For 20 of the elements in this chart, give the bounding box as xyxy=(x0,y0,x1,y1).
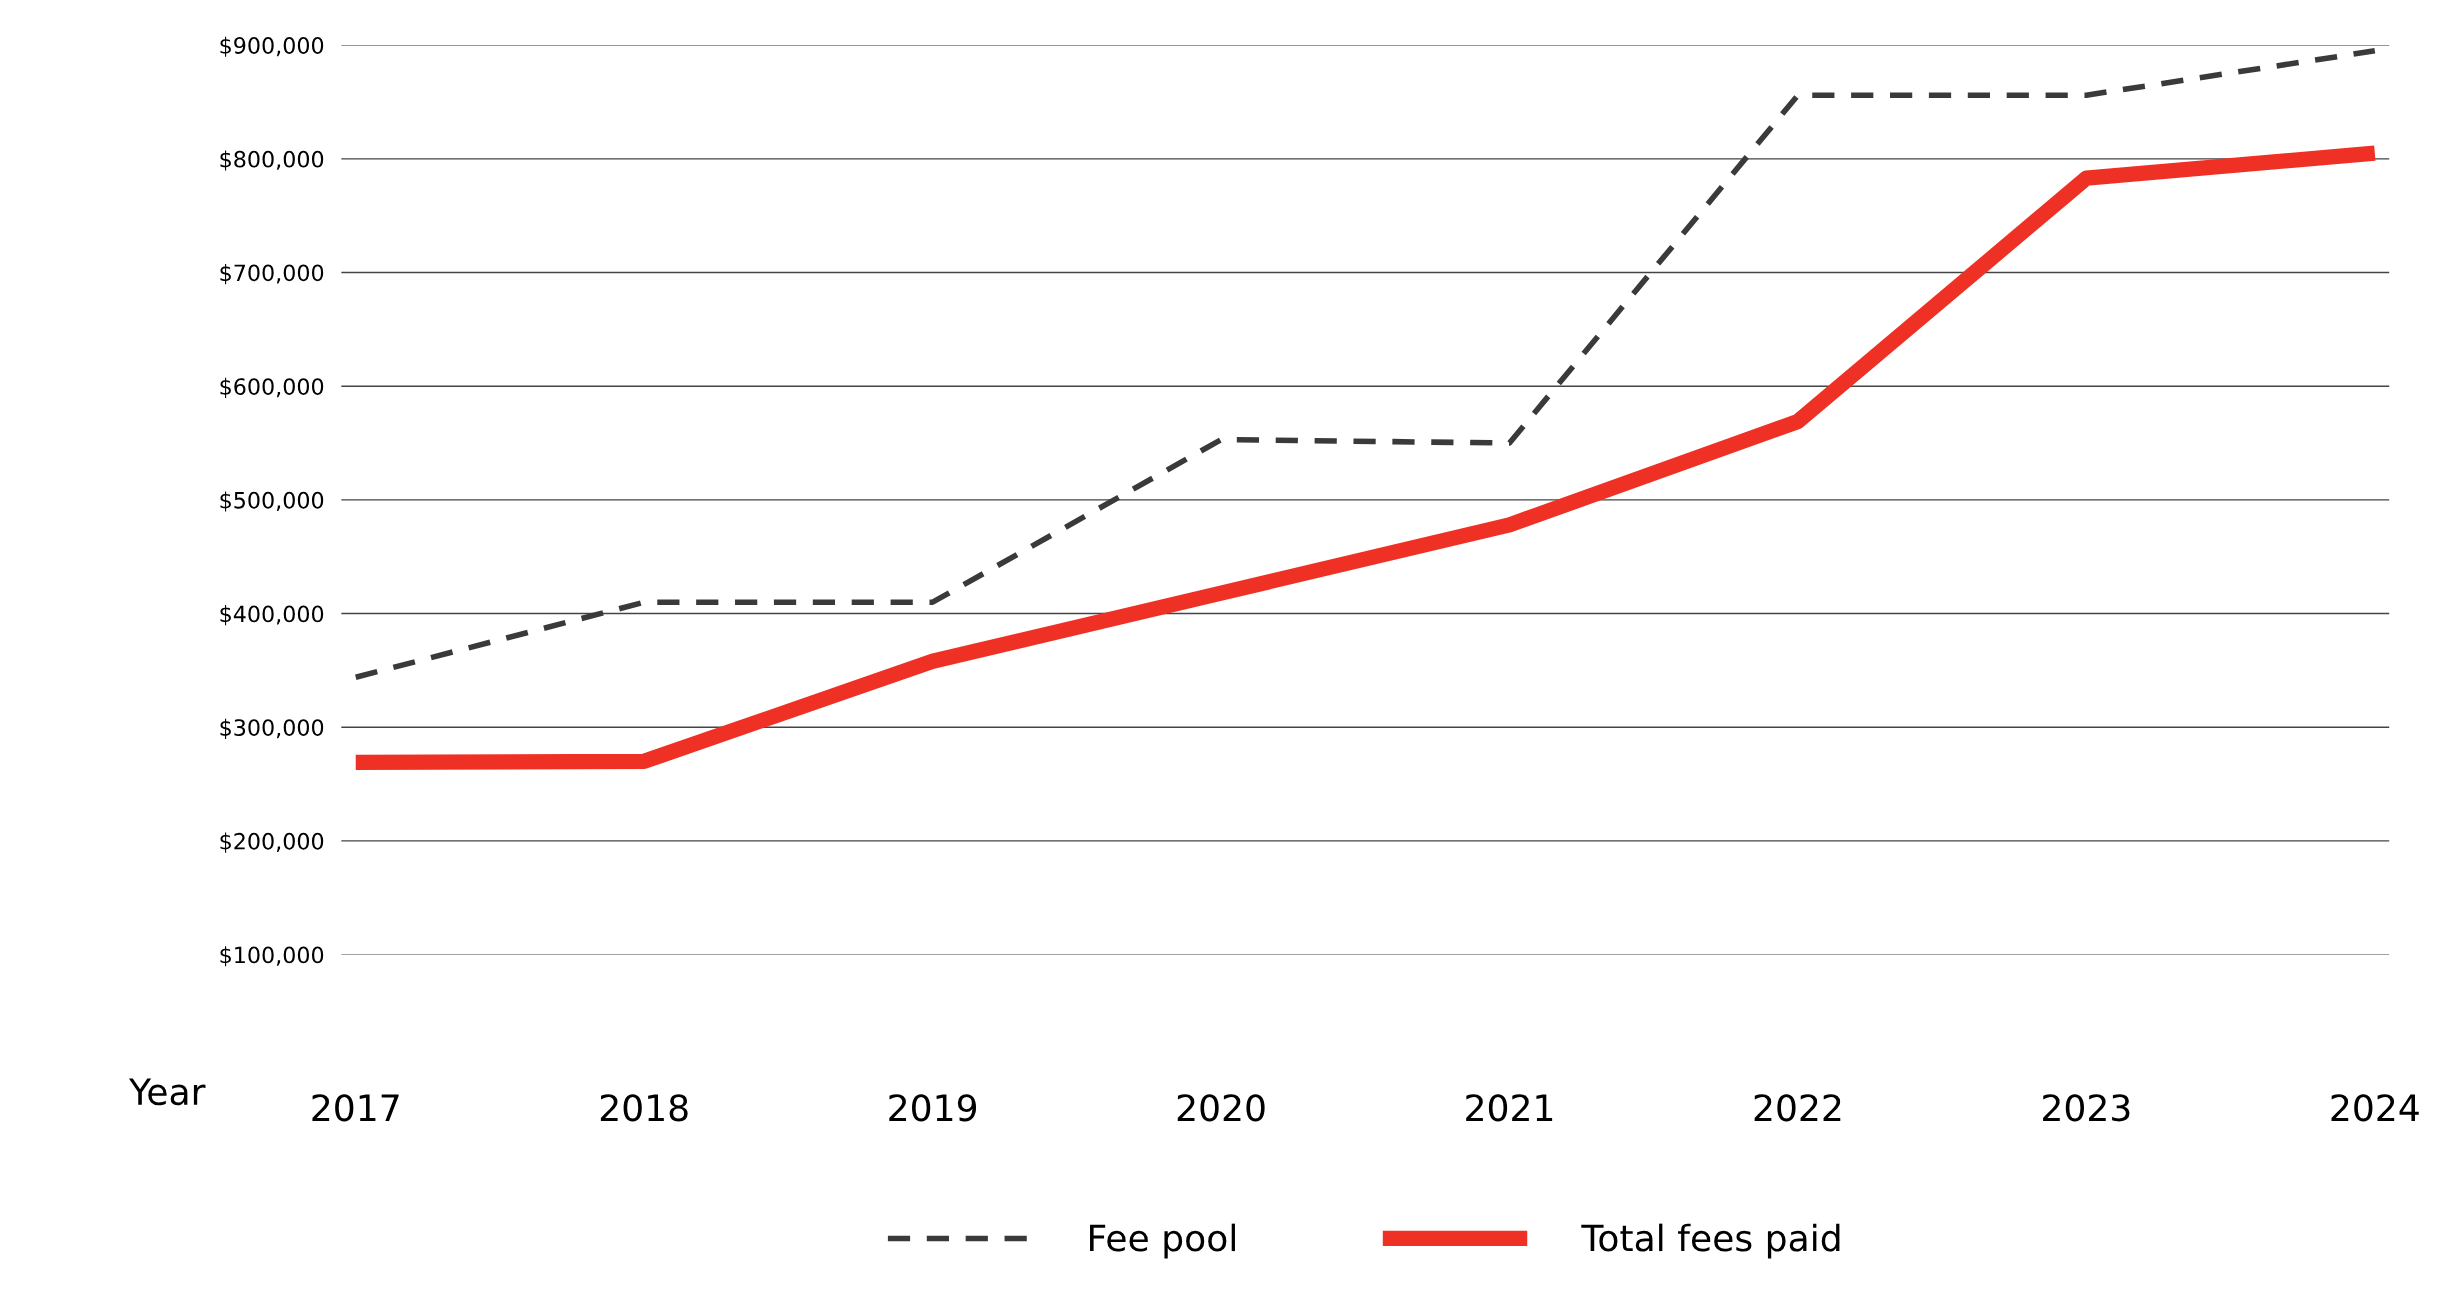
y-tick-label: $300,000 xyxy=(220,718,324,739)
y-tick-label: $400,000 xyxy=(220,605,324,626)
y-tick-label: $700,000 xyxy=(220,264,324,285)
x-tick-label: 2024 xyxy=(2331,1094,2419,1122)
y-tick-label: $200,000 xyxy=(220,832,324,853)
x-tick-label: 2022 xyxy=(1754,1094,1841,1122)
x-tick-label: 2020 xyxy=(1177,1094,1265,1122)
x-tick-label: 2023 xyxy=(2043,1094,2130,1122)
legend-label: Total fees paid xyxy=(1581,1223,1840,1259)
y-tick-label: $100,000 xyxy=(220,946,324,967)
x-axis-title: Year xyxy=(128,1078,206,1106)
x-tick-label: 2021 xyxy=(1466,1094,1553,1122)
y-tick-label: $900,000 xyxy=(220,36,324,57)
y-tick-label: $500,000 xyxy=(220,491,324,512)
legend-label: Fee pool xyxy=(1090,1223,1235,1259)
y-tick-label: $800,000 xyxy=(220,150,324,171)
x-tick-label: 2019 xyxy=(889,1094,977,1122)
y-tick-label: $600,000 xyxy=(220,377,324,398)
x-tick-label: 2017 xyxy=(312,1094,399,1122)
x-tick-label: 2018 xyxy=(600,1094,688,1122)
